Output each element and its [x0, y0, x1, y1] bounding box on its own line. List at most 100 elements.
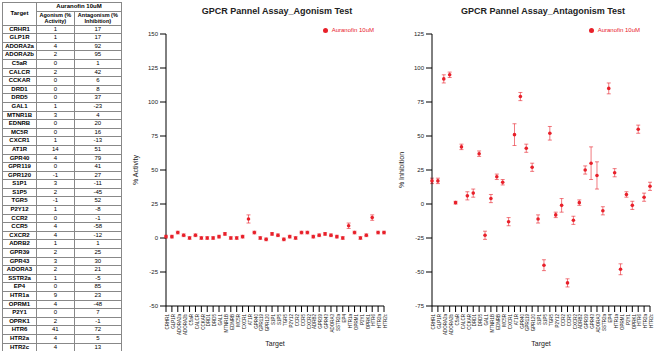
svg-text:CCKAR: CCKAR — [201, 313, 206, 330]
svg-text:MC5R: MC5R — [236, 313, 241, 327]
svg-text:GAL1: GAL1 — [218, 314, 223, 326]
svg-text:Target: Target — [265, 340, 285, 348]
svg-text:25: 25 — [417, 167, 424, 173]
svg-text:AT1R: AT1R — [248, 313, 253, 325]
svg-text:50: 50 — [417, 133, 424, 139]
html-text:Agonism (% Activity): Agonism (% Activity) — [39, 11, 72, 25]
svg-text:ADORA2a: ADORA2a — [443, 314, 448, 336]
svg-text:EDNRB: EDNRB — [230, 314, 235, 330]
svg-text:ADORA2b: ADORA2b — [183, 314, 188, 336]
svg-text:ADORA2b: ADORA2b — [449, 314, 454, 336]
svg-text:CALCR: CALCR — [461, 313, 466, 329]
svg-text:ADORA2a: ADORA2a — [177, 314, 182, 336]
svg-text:P2Y1: P2Y1 — [360, 314, 365, 326]
svg-text:ADORA3: ADORA3 — [330, 314, 335, 333]
svg-text:HTR2a: HTR2a — [643, 314, 648, 329]
svg-text:% Activity: % Activity — [132, 155, 140, 185]
svg-text:HTR2c: HTR2c — [383, 313, 388, 328]
svg-text:EDNRB: EDNRB — [496, 314, 501, 330]
svg-text:CRHR1: CRHR1 — [431, 314, 436, 330]
svg-text:S1P5: S1P5 — [277, 314, 282, 326]
svg-text:CCR5: CCR5 — [301, 314, 306, 327]
svg-text:CXCR2: CXCR2 — [573, 314, 578, 330]
svg-text:MC5R: MC5R — [502, 313, 507, 327]
svg-text:S1P5: S1P5 — [543, 314, 548, 326]
svg-text:GPR120: GPR120 — [531, 314, 536, 332]
svg-text:CRHR1: CRHR1 — [165, 314, 170, 330]
svg-text:C5aR: C5aR — [189, 313, 194, 325]
svg-text:HTR6: HTR6 — [371, 314, 376, 326]
svg-text:P2Y12: P2Y12 — [555, 314, 560, 328]
svg-text:CCKAR: CCKAR — [467, 313, 472, 330]
svg-text:S1P1: S1P1 — [271, 314, 276, 326]
svg-text:CCR2: CCR2 — [561, 314, 566, 327]
svg-text:CXCR1: CXCR1 — [242, 314, 247, 330]
svg-text:TGR5: TGR5 — [549, 314, 554, 326]
svg-text:DRD1: DRD1 — [206, 314, 211, 327]
svg-text:ADRB2: ADRB2 — [578, 314, 583, 330]
svg-text:0: 0 — [155, 235, 159, 241]
svg-text:CCR5: CCR5 — [567, 314, 572, 327]
svg-text:C5aR: C5aR — [455, 313, 460, 325]
svg-text:100: 100 — [148, 99, 159, 105]
svg-text:P2Y12: P2Y12 — [289, 314, 294, 328]
svg-text:CALCR: CALCR — [195, 313, 200, 329]
svg-text:P2Y1: P2Y1 — [626, 314, 631, 326]
svg-text:-50: -50 — [149, 303, 158, 309]
svg-text:75: 75 — [417, 99, 424, 105]
svg-text:GPR43: GPR43 — [324, 314, 329, 329]
svg-text:150: 150 — [148, 31, 159, 37]
svg-text:HTR1a: HTR1a — [614, 314, 619, 329]
svg-text:GLP1R: GLP1R — [171, 313, 176, 329]
svg-text:-25: -25 — [415, 235, 424, 241]
svg-text:GPR39: GPR39 — [584, 314, 589, 329]
svg-text:CCR2: CCR2 — [295, 314, 300, 327]
svg-text:Target: Target — [531, 340, 551, 348]
svg-text:AT1R: AT1R — [514, 313, 519, 325]
svg-text:S1P1: S1P1 — [537, 314, 542, 326]
svg-text:% Inhibition: % Inhibition — [398, 152, 405, 188]
svg-text:-25: -25 — [149, 269, 158, 275]
svg-text:MTNR1B: MTNR1B — [490, 314, 495, 333]
html-text:Antagonism (% Inhibition): Antagonism (% Inhibition) — [77, 11, 118, 25]
svg-text:DRD5: DRD5 — [212, 314, 217, 327]
svg-text:CXCR1: CXCR1 — [508, 314, 513, 330]
svg-text:CXCR2: CXCR2 — [307, 314, 312, 330]
svg-text:OPRM1: OPRM1 — [354, 314, 359, 331]
svg-text:GPR39: GPR39 — [318, 314, 323, 329]
svg-text:SSTR2a: SSTR2a — [602, 314, 607, 332]
svg-text:GPR40: GPR40 — [254, 314, 259, 329]
svg-text:MTNR1B: MTNR1B — [224, 314, 229, 333]
svg-text:EP4: EP4 — [608, 314, 613, 323]
svg-text:GPR43: GPR43 — [590, 314, 595, 329]
svg-text:HTR2c: HTR2c — [649, 313, 654, 328]
svg-text:25: 25 — [151, 201, 158, 207]
svg-text:-50: -50 — [415, 269, 424, 275]
svg-text:100: 100 — [414, 65, 425, 71]
svg-text:HTR1a: HTR1a — [348, 314, 353, 329]
svg-text:OPRM1: OPRM1 — [620, 314, 625, 331]
svg-text:GPR40: GPR40 — [520, 314, 525, 329]
svg-text:125: 125 — [414, 31, 425, 37]
svg-text:GPR119: GPR119 — [259, 314, 264, 331]
svg-text:TGR5: TGR5 — [283, 314, 288, 326]
svg-text:DRD1: DRD1 — [472, 314, 477, 327]
svg-text:GAL1: GAL1 — [484, 314, 489, 326]
svg-text:GLP1R: GLP1R — [437, 313, 442, 329]
svg-text:DRD5: DRD5 — [478, 314, 483, 327]
svg-text:125: 125 — [148, 65, 159, 71]
svg-text:75: 75 — [151, 133, 158, 139]
svg-text:0: 0 — [421, 201, 425, 207]
svg-text:HTR6: HTR6 — [637, 314, 642, 326]
svg-text:SSTR2a: SSTR2a — [336, 314, 341, 332]
svg-text:HTR2a: HTR2a — [377, 314, 382, 329]
svg-text:EP4: EP4 — [342, 314, 347, 323]
svg-text:GPR119: GPR119 — [525, 314, 530, 331]
svg-text:GPR120: GPR120 — [265, 314, 270, 332]
svg-text:-75: -75 — [415, 303, 424, 309]
svg-text:OPRK1: OPRK1 — [366, 314, 371, 330]
svg-text:ADORA3: ADORA3 — [596, 314, 601, 333]
svg-text:ADRB2: ADRB2 — [312, 314, 317, 330]
svg-text:50: 50 — [151, 167, 158, 173]
svg-text:OPRK1: OPRK1 — [632, 314, 637, 330]
